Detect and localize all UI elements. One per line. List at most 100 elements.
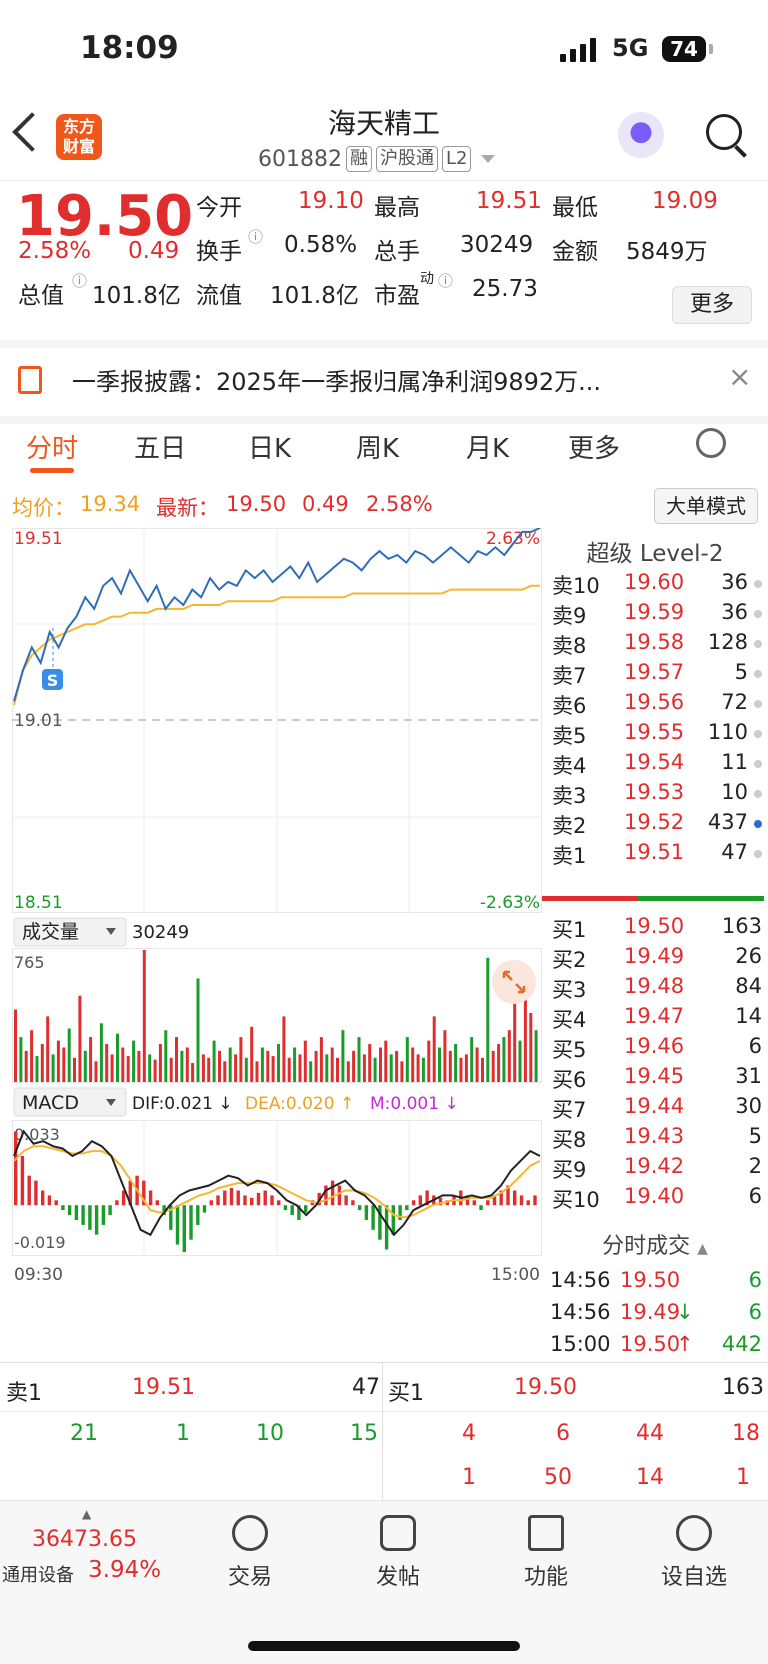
ticks-title[interactable]: 分时成交 ▲	[542, 1228, 768, 1260]
bid-row[interactable]: 买7 19.44 30	[552, 1094, 762, 1124]
ask-row[interactable]: 卖4 19.54 11	[552, 750, 762, 780]
volume-bar	[502, 1037, 506, 1082]
ask-row[interactable]: 卖10 19.60 36	[552, 570, 762, 600]
volume-bar	[51, 1054, 55, 1082]
order-book-title[interactable]: 超级 Level-2	[586, 541, 724, 567]
macd-bar	[405, 1205, 409, 1211]
macd-bar	[277, 1200, 281, 1206]
notice-banner[interactable]: 一季报披露：2025年一季报归属净利润9892万... ×	[0, 340, 768, 424]
volume-bar	[319, 1037, 323, 1082]
notice-text[interactable]: 一季报披露：2025年一季报归属净利润9892万...	[72, 368, 602, 396]
ask-row[interactable]: 卖8 19.58 128	[552, 630, 762, 660]
macd-bar	[486, 1200, 490, 1206]
big-order-mode-button[interactable]: 大单模式	[654, 488, 758, 524]
change-abs: 0.49	[128, 238, 180, 264]
chevron-down-icon	[106, 928, 116, 935]
bid-row[interactable]: 买4 19.47 14	[552, 1004, 762, 1034]
volume-bar	[357, 1037, 361, 1082]
bid-row[interactable]: 买8 19.43 5	[552, 1124, 762, 1154]
change-pct: 2.58%	[18, 238, 92, 264]
tab-month-k[interactable]: 月K	[466, 434, 510, 464]
volume-bar	[201, 1054, 205, 1082]
ask-qty: 437	[707, 810, 748, 834]
ask-row[interactable]: 卖6 19.56 72	[552, 690, 762, 720]
total-value-label: 总值	[18, 283, 64, 309]
stock-subtitle[interactable]: 601882 融 沪股通 L2	[258, 146, 496, 172]
nav-add-watchlist[interactable]: 设自选	[644, 1515, 744, 1591]
volume-bar	[94, 1061, 98, 1082]
bid-row[interactable]: 买9 19.42 2	[552, 1154, 762, 1184]
home-indicator	[248, 1641, 520, 1651]
ask-row[interactable]: 卖9 19.59 36	[552, 600, 762, 630]
volume-bar	[481, 1057, 484, 1082]
index-name[interactable]: 通用设备	[2, 1565, 74, 1586]
nav-functions[interactable]: 功能	[496, 1515, 596, 1591]
volume-bar	[362, 1054, 366, 1082]
volume-bar	[46, 1016, 50, 1082]
tick-qty: 442	[721, 1332, 762, 1356]
nav-trade[interactable]: 交易	[200, 1515, 300, 1591]
volume-selector[interactable]	[13, 917, 127, 947]
tab-week-k[interactable]: 周K	[356, 434, 400, 464]
chevron-down-icon[interactable]	[481, 155, 496, 163]
bid-label: 买10	[552, 1188, 600, 1212]
macd-bar	[223, 1190, 227, 1206]
volume-bar	[153, 1059, 157, 1082]
expand-icon[interactable]	[492, 960, 536, 1004]
volume-bar	[19, 1037, 23, 1082]
macd-bar	[189, 1205, 193, 1240]
battery-icon: 74	[662, 36, 706, 62]
index-pct[interactable]: 3.94%	[88, 1557, 162, 1583]
more-button[interactable]: 更多	[672, 286, 752, 324]
info-icon[interactable]: ⓘ	[248, 228, 264, 246]
volume-bar	[513, 978, 517, 1082]
ask-row[interactable]: 卖3 19.53 10	[552, 780, 762, 810]
volume-bar	[491, 1050, 495, 1082]
bid-row[interactable]: 买3 19.48 84	[552, 974, 762, 1004]
volume-bar	[346, 1061, 350, 1082]
app-logo[interactable]: 东方 财富	[56, 114, 102, 160]
volume-bar	[389, 1054, 393, 1082]
order-dot-icon	[754, 670, 762, 678]
volume-bar	[191, 1063, 195, 1082]
bottom-order-summary: 卖1 19.51 47 买1 19.50 163 21 1 10 15 4 6 …	[0, 1362, 768, 1499]
turnover-value: 0.58%	[284, 232, 358, 258]
tick-time: 14:56	[550, 1300, 611, 1324]
nav-post[interactable]: 发帖	[348, 1515, 448, 1591]
info-icon[interactable]: ⓘ	[438, 272, 454, 290]
bid-row[interactable]: 买5 19.46 6	[552, 1034, 762, 1064]
volume-bar	[486, 957, 490, 1082]
caret-up-icon[interactable]: ▲	[82, 1507, 92, 1521]
avg-price-line	[13, 584, 540, 706]
volume-bar	[89, 1037, 93, 1082]
intraday-chart[interactable]: 19.51 19.01 18.51 2.63% -2.63% S 成交量 302…	[12, 527, 542, 1358]
macd-selector[interactable]	[13, 1087, 127, 1117]
tab-more[interactable]: 更多	[568, 434, 621, 464]
ask-row[interactable]: 卖5 19.55 110	[552, 720, 762, 750]
ask-price: 19.56	[624, 690, 685, 714]
ask-row[interactable]: 卖7 19.57 5	[552, 660, 762, 690]
macd-bar	[115, 1200, 119, 1206]
close-icon[interactable]: ×	[728, 360, 752, 393]
ask-row[interactable]: 卖2 19.52 437	[552, 810, 762, 840]
assistant-robot-icon[interactable]	[618, 112, 664, 158]
macd-top-label: 0.033	[14, 1125, 60, 1144]
search-icon[interactable]	[706, 114, 742, 150]
tab-five-day[interactable]: 五日	[134, 434, 187, 464]
index-value[interactable]: 36473.65	[32, 1527, 137, 1552]
ask-row[interactable]: 卖1 19.51 47	[552, 840, 762, 870]
status-bar: 18:09 5G 74	[0, 0, 768, 96]
total-value: 101.8亿	[92, 283, 181, 309]
bid-row[interactable]: 买2 19.49 26	[552, 944, 762, 974]
tab-intraday[interactable]: 分时	[26, 434, 79, 464]
tab-day-k[interactable]: 日K	[248, 434, 292, 464]
bid-row[interactable]: 买10 19.40 6	[552, 1184, 762, 1214]
info-icon[interactable]: ⓘ	[72, 272, 88, 290]
bid-row[interactable]: 买6 19.45 31	[552, 1064, 762, 1094]
macd-bar	[250, 1197, 254, 1206]
bb-bid-row2-2: 14	[636, 1465, 664, 1490]
sell-marker[interactable]	[42, 669, 63, 690]
gear-icon[interactable]	[696, 428, 726, 458]
bid-row[interactable]: 买1 19.50 163	[552, 914, 762, 944]
macd-bar	[425, 1190, 429, 1206]
